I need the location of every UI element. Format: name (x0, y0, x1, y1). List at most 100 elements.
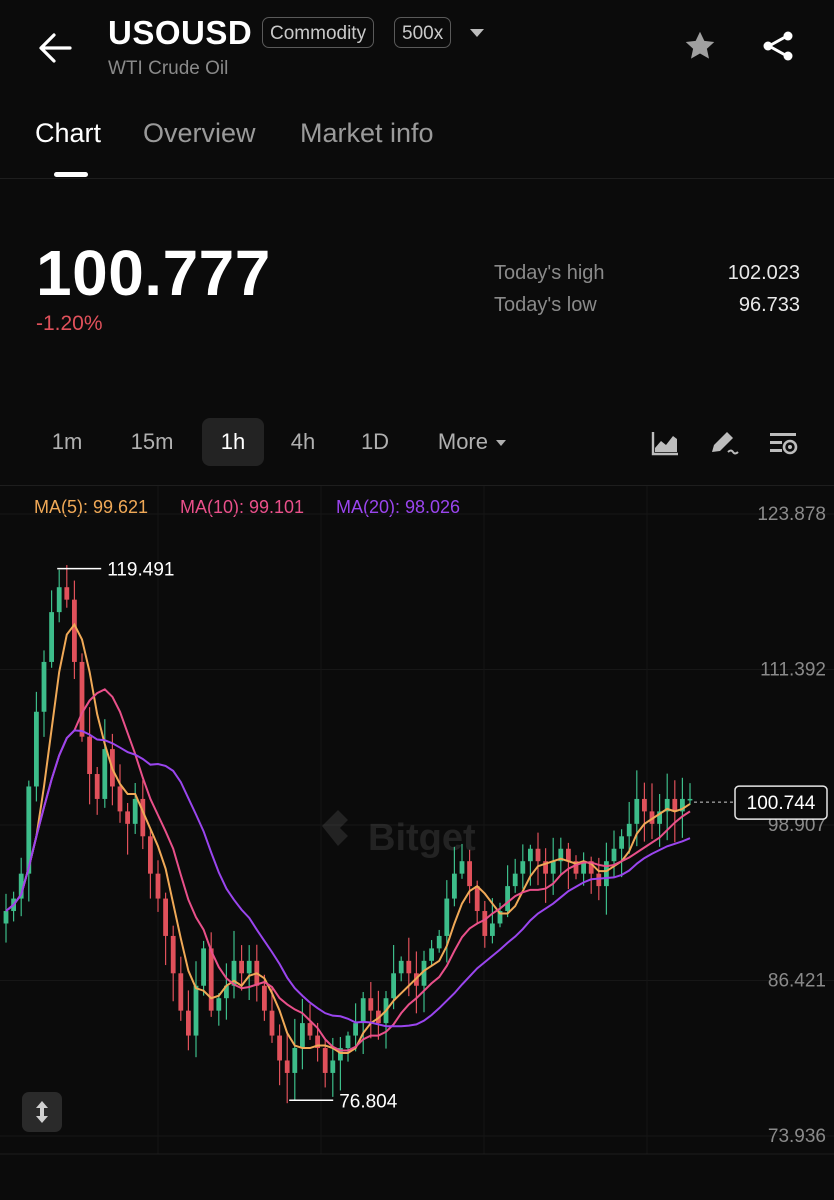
candle (497, 902, 503, 928)
candle (429, 940, 434, 966)
tab-market-info[interactable]: Market info (300, 118, 434, 148)
candle (452, 846, 457, 907)
chart-grid (0, 486, 834, 1155)
candle (277, 1024, 282, 1086)
favorite-star-icon[interactable] (682, 28, 718, 64)
more-label: More (437, 429, 488, 454)
timeframe-1m[interactable]: 1m (51, 429, 83, 454)
low-value: 96.733 (738, 294, 800, 316)
candle (3, 893, 9, 943)
candle (49, 590, 54, 668)
candlestick-chart[interactable]: Bitget 123.878111.39298.90786.42173.936 … (0, 486, 834, 1166)
candle (132, 782, 138, 834)
ma20-legend: MA(20): 98.026 (336, 497, 461, 517)
candle (307, 1004, 313, 1040)
caret-down-icon (470, 29, 484, 37)
indicator-settings-icon[interactable] (766, 426, 800, 460)
candle (543, 848, 548, 903)
chart-type-icon[interactable] (648, 426, 682, 460)
price-change: -1.20% (36, 312, 103, 335)
candle (284, 1033, 290, 1104)
candle (79, 653, 85, 742)
candle (566, 842, 571, 890)
candle (414, 951, 419, 1014)
candle (353, 1003, 358, 1052)
candle (231, 930, 237, 999)
share-icon[interactable] (760, 28, 796, 64)
y-tick-label: 86.421 (768, 971, 826, 992)
candle (269, 986, 275, 1043)
candle (383, 991, 389, 1049)
y-tick-label: 111.392 (760, 660, 826, 681)
candle (338, 1036, 343, 1091)
drawing-tool-icon[interactable] (706, 426, 740, 460)
candle (34, 691, 39, 802)
candle (224, 963, 229, 1020)
candle (345, 1031, 351, 1062)
candle (170, 925, 176, 1002)
timeframe-15m[interactable]: 15m (130, 429, 174, 454)
category-badge: Commodity (262, 17, 375, 48)
candle (300, 998, 305, 1070)
ma10-legend: MA(10): 99.101 (180, 497, 305, 517)
ma5-legend: MA(5): 99.621 (34, 497, 149, 517)
arrow-left-icon (39, 33, 72, 63)
candle (558, 837, 564, 875)
last-price: 100.777 (36, 237, 271, 309)
candle (535, 832, 541, 886)
back-button[interactable] (34, 26, 78, 70)
y-tick-label: 123.878 (757, 504, 826, 525)
timeframe-1h[interactable]: 1h (202, 418, 264, 466)
active-tab-indicator (54, 172, 88, 177)
tab-chart[interactable]: Chart (35, 118, 102, 148)
candle (155, 860, 161, 912)
candle (482, 900, 488, 948)
candle (140, 780, 146, 850)
y-tick-label: 98.907 (768, 815, 826, 836)
candle (94, 766, 100, 815)
candle (421, 950, 427, 1013)
candle (201, 940, 206, 996)
candle (246, 945, 252, 1001)
candle (444, 880, 450, 963)
candle (505, 865, 510, 918)
candle (72, 580, 77, 680)
ma20-line (5, 729, 691, 1028)
candle (550, 837, 556, 895)
candle (368, 981, 374, 1039)
caret-down-icon (496, 440, 507, 447)
symbol-title: USOUSD (108, 14, 253, 51)
candle (208, 932, 214, 1017)
candle (239, 945, 244, 991)
tab-overview[interactable]: Overview (143, 118, 256, 148)
expand-chart-button[interactable] (22, 1092, 62, 1132)
candle (56, 569, 62, 623)
bitget-watermark: Bitget (322, 810, 476, 859)
candle (163, 892, 168, 966)
watermark-text: Bitget (368, 817, 476, 859)
y-tick-label: 73.936 (768, 1126, 826, 1147)
candle (642, 782, 647, 842)
candle (581, 852, 586, 886)
candle (18, 857, 24, 917)
candle (186, 990, 191, 1051)
candle (216, 993, 222, 1026)
current-price-box (734, 785, 828, 820)
timeframe-more-dropdown[interactable]: More (428, 418, 518, 466)
candle (125, 802, 130, 855)
timeframe-1d[interactable]: 1D (360, 429, 390, 454)
leverage-badge: 500x (394, 17, 452, 48)
candle (528, 844, 533, 886)
candle (87, 707, 92, 805)
candle (41, 650, 47, 737)
timeframe-4h[interactable]: 4h (290, 429, 316, 454)
symbol-dropdown[interactable] (466, 22, 488, 44)
candle (573, 855, 579, 880)
high-value: 102.023 (727, 262, 800, 284)
candle (619, 829, 624, 878)
candle (398, 956, 404, 982)
min-price-label: 76.804 (339, 1091, 398, 1112)
candle (178, 956, 184, 1021)
candle (360, 992, 366, 1054)
high-label: Today's high (494, 262, 605, 284)
